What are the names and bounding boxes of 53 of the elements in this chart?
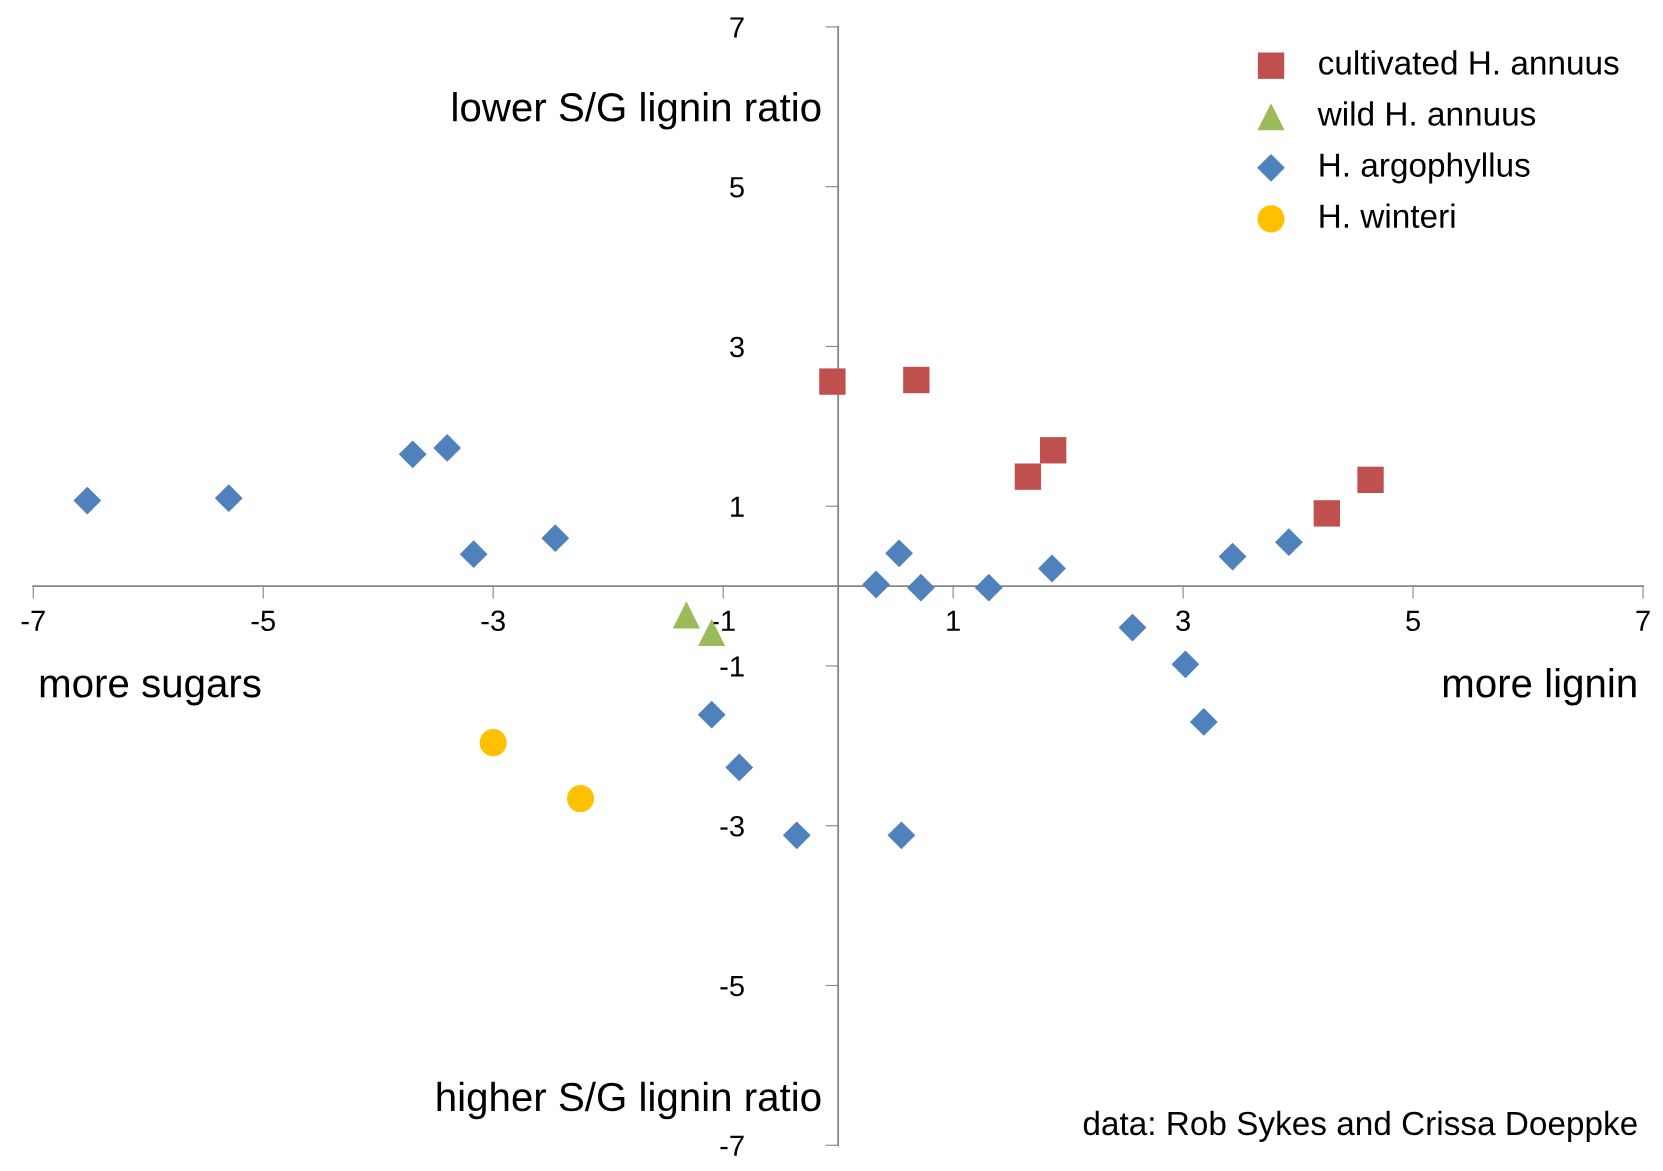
annotation: lower S/G lignin ratio [453, 92, 821, 130]
point [1038, 554, 1066, 583]
point [73, 486, 102, 515]
point [398, 440, 427, 469]
point [1275, 528, 1303, 557]
x-tick-label: 5 [1406, 610, 1420, 632]
point [1189, 707, 1218, 736]
point [697, 700, 726, 729]
point [1357, 466, 1384, 494]
point [903, 366, 930, 394]
y-tick-label: 7 [730, 17, 744, 38]
point [1014, 463, 1042, 490]
point [479, 729, 507, 757]
point [567, 785, 595, 813]
x-tick-label: -3 [481, 610, 505, 632]
point [1040, 437, 1067, 464]
annotation: more sugars [40, 675, 261, 706]
annotation: more lignin [1443, 667, 1636, 706]
x-tick-label: 3 [1176, 610, 1190, 632]
point [672, 601, 700, 629]
y-tick-label: 5 [730, 177, 744, 198]
point [725, 753, 754, 782]
annotation: data: Rob Sykes and Crissa Doeppke [1083, 1110, 1637, 1142]
x-tick-label: -7 [21, 610, 45, 631]
y-tick-label: -3 [720, 815, 744, 837]
y-tick-label: -7 [720, 1135, 744, 1156]
y-tick-label: -1 [720, 656, 744, 677]
legend-label: H. winteri [1320, 203, 1455, 228]
x-tick-label: -5 [251, 610, 275, 632]
point [819, 368, 846, 395]
point [1171, 650, 1200, 679]
point [907, 573, 935, 602]
x-tick-label: 7 [1636, 610, 1650, 631]
point [862, 570, 890, 599]
y-tick-label: 3 [729, 336, 744, 358]
point [974, 573, 1003, 602]
point [1218, 542, 1247, 571]
y-tick-label: 1 [731, 496, 744, 517]
point [887, 821, 916, 850]
point [1118, 613, 1147, 642]
point [782, 821, 811, 850]
point [885, 539, 913, 568]
y-tick-label: -5 [720, 975, 744, 997]
point [459, 540, 488, 569]
point [541, 524, 570, 553]
annotation: higher S/G lignin ratio [437, 1081, 821, 1120]
legend-label: wild H. annuus [1317, 101, 1536, 126]
x-tick-label: 1 [947, 610, 960, 631]
point [433, 434, 462, 462]
legend-label: cultivated H. annuus [1319, 50, 1619, 75]
legend-label: H. argophyllus [1320, 152, 1530, 184]
point [1313, 500, 1341, 527]
point [214, 484, 243, 513]
